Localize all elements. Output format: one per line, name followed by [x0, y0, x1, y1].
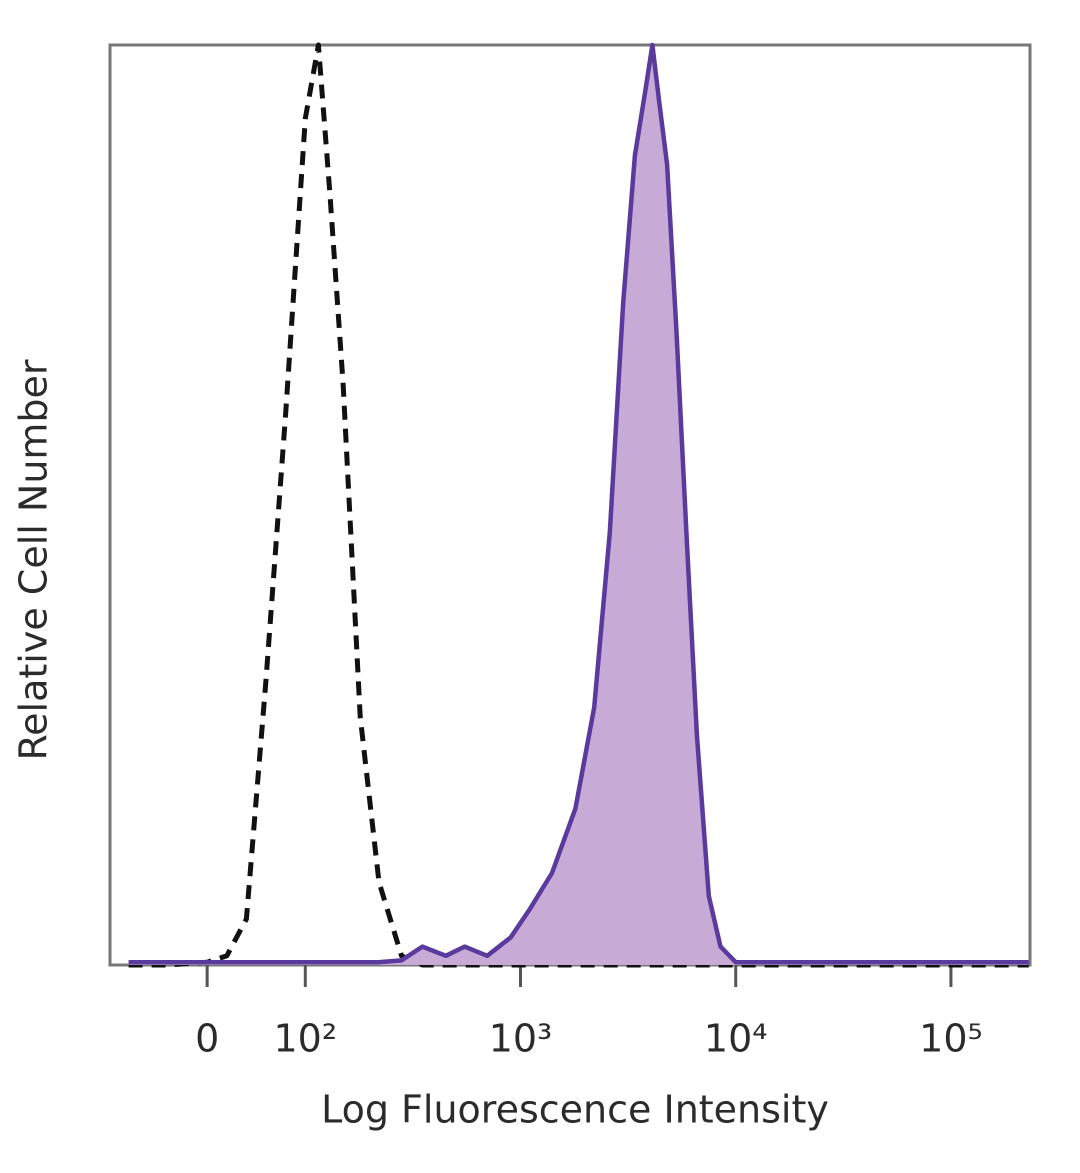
x-tick-label: 10³ — [489, 1017, 553, 1061]
x-tick-label: 10⁴ — [704, 1017, 768, 1061]
x-tick-label: 0 — [195, 1017, 219, 1061]
x-tick-label: 10² — [273, 1017, 337, 1061]
histogram-area — [128, 45, 1029, 965]
x-axis-label: Log Fluorescence Intensity — [321, 1088, 829, 1132]
x-tick-label: 10⁵ — [919, 1017, 983, 1061]
y-axis-label: Relative Cell Number — [12, 359, 56, 760]
histogram-line — [128, 42, 1029, 965]
